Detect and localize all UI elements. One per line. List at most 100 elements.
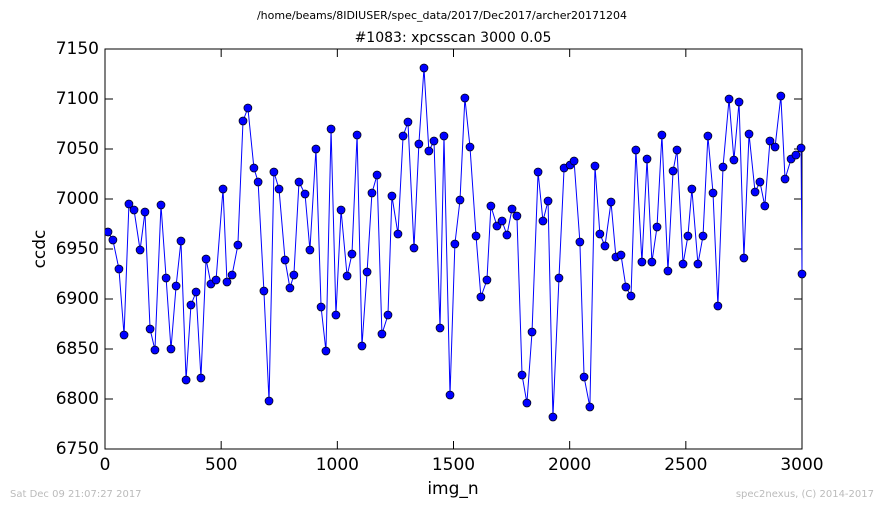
data-point (445, 390, 455, 400)
data-point (300, 189, 310, 199)
data-point (347, 249, 357, 259)
data-point (161, 273, 171, 283)
data-point (797, 269, 807, 279)
data-point (527, 327, 537, 337)
data-point (211, 275, 221, 285)
data-point (398, 131, 408, 141)
data-point (507, 204, 517, 214)
footer-date: Sat Dec 09 21:07:27 2017 (10, 489, 142, 500)
data-point (108, 235, 118, 245)
data-point (637, 257, 647, 267)
data-point (321, 346, 331, 356)
y-tick-label: 6800 (56, 389, 99, 409)
data-point (770, 142, 780, 152)
x-tick-label: 2000 (548, 455, 591, 475)
data-point (678, 259, 688, 269)
y-tick-label: 7050 (56, 139, 99, 159)
data-point (713, 301, 723, 311)
data-point (342, 271, 352, 281)
y-tick-label: 6900 (56, 289, 99, 309)
data-point (352, 130, 362, 140)
data-point (497, 216, 507, 226)
data-point (729, 155, 739, 165)
x-tick-label: 2500 (664, 455, 707, 475)
data-point (311, 144, 321, 154)
data-point (693, 259, 703, 269)
data-point (476, 292, 486, 302)
x-tick-label: 500 (205, 455, 237, 475)
data-point (171, 281, 181, 291)
data-point (357, 341, 367, 351)
data-point (517, 370, 527, 380)
data-point (708, 188, 718, 198)
data-point (739, 253, 749, 263)
data-point (150, 345, 160, 355)
x-tick-label: 1500 (432, 455, 475, 475)
data-point (166, 344, 176, 354)
x-tick-label: 0 (100, 455, 111, 475)
data-point (683, 231, 693, 241)
data-point (124, 199, 134, 209)
data-point (253, 177, 263, 187)
data-point (316, 302, 326, 312)
data-point (750, 187, 760, 197)
data-point (575, 237, 585, 247)
data-point (760, 201, 770, 211)
data-point (642, 154, 652, 164)
data-point (326, 124, 336, 134)
data-point (243, 103, 253, 113)
data-point (471, 231, 481, 241)
data-point (280, 255, 290, 265)
data-point (455, 195, 465, 205)
data-point (249, 163, 259, 173)
data-point (780, 174, 790, 184)
data-point (538, 216, 548, 226)
data-point (460, 93, 470, 103)
plot-frame (104, 48, 803, 450)
data-point (140, 207, 150, 217)
data-point (450, 239, 460, 249)
data-point (600, 241, 610, 251)
data-point (606, 197, 616, 207)
data-point (135, 245, 145, 255)
data-point (201, 254, 211, 264)
data-point (336, 205, 346, 215)
data-point (543, 196, 553, 206)
data-point (367, 188, 377, 198)
data-point (409, 243, 419, 253)
data-point (744, 129, 754, 139)
footer-credit: spec2nexus, (C) 2014-2017 (736, 489, 874, 500)
y-tick-label: 7150 (56, 39, 99, 59)
data-point (512, 211, 522, 221)
data-point (439, 131, 449, 141)
data-point (269, 167, 279, 177)
data-point (755, 177, 765, 187)
data-point (554, 273, 564, 283)
data-point (114, 264, 124, 274)
data-point (796, 143, 806, 153)
y-tick-label: 6850 (56, 339, 99, 359)
data-point (105, 227, 113, 237)
data-point (595, 229, 605, 239)
data-point (548, 412, 558, 422)
data-point (362, 267, 372, 277)
data-point (176, 236, 186, 246)
data-point (687, 184, 697, 194)
x-tick-label: 1000 (316, 455, 359, 475)
data-point (196, 373, 206, 383)
data-point (631, 145, 641, 155)
data-point (238, 116, 248, 126)
data-point (186, 300, 196, 310)
data-point (227, 270, 237, 280)
data-point (672, 145, 682, 155)
data-point (424, 146, 434, 156)
data-point (486, 201, 496, 211)
data-point (734, 97, 744, 107)
data-point (289, 270, 299, 280)
data-point (372, 170, 382, 180)
data-point (305, 245, 315, 255)
data-point (435, 323, 445, 333)
data-point (119, 330, 129, 340)
